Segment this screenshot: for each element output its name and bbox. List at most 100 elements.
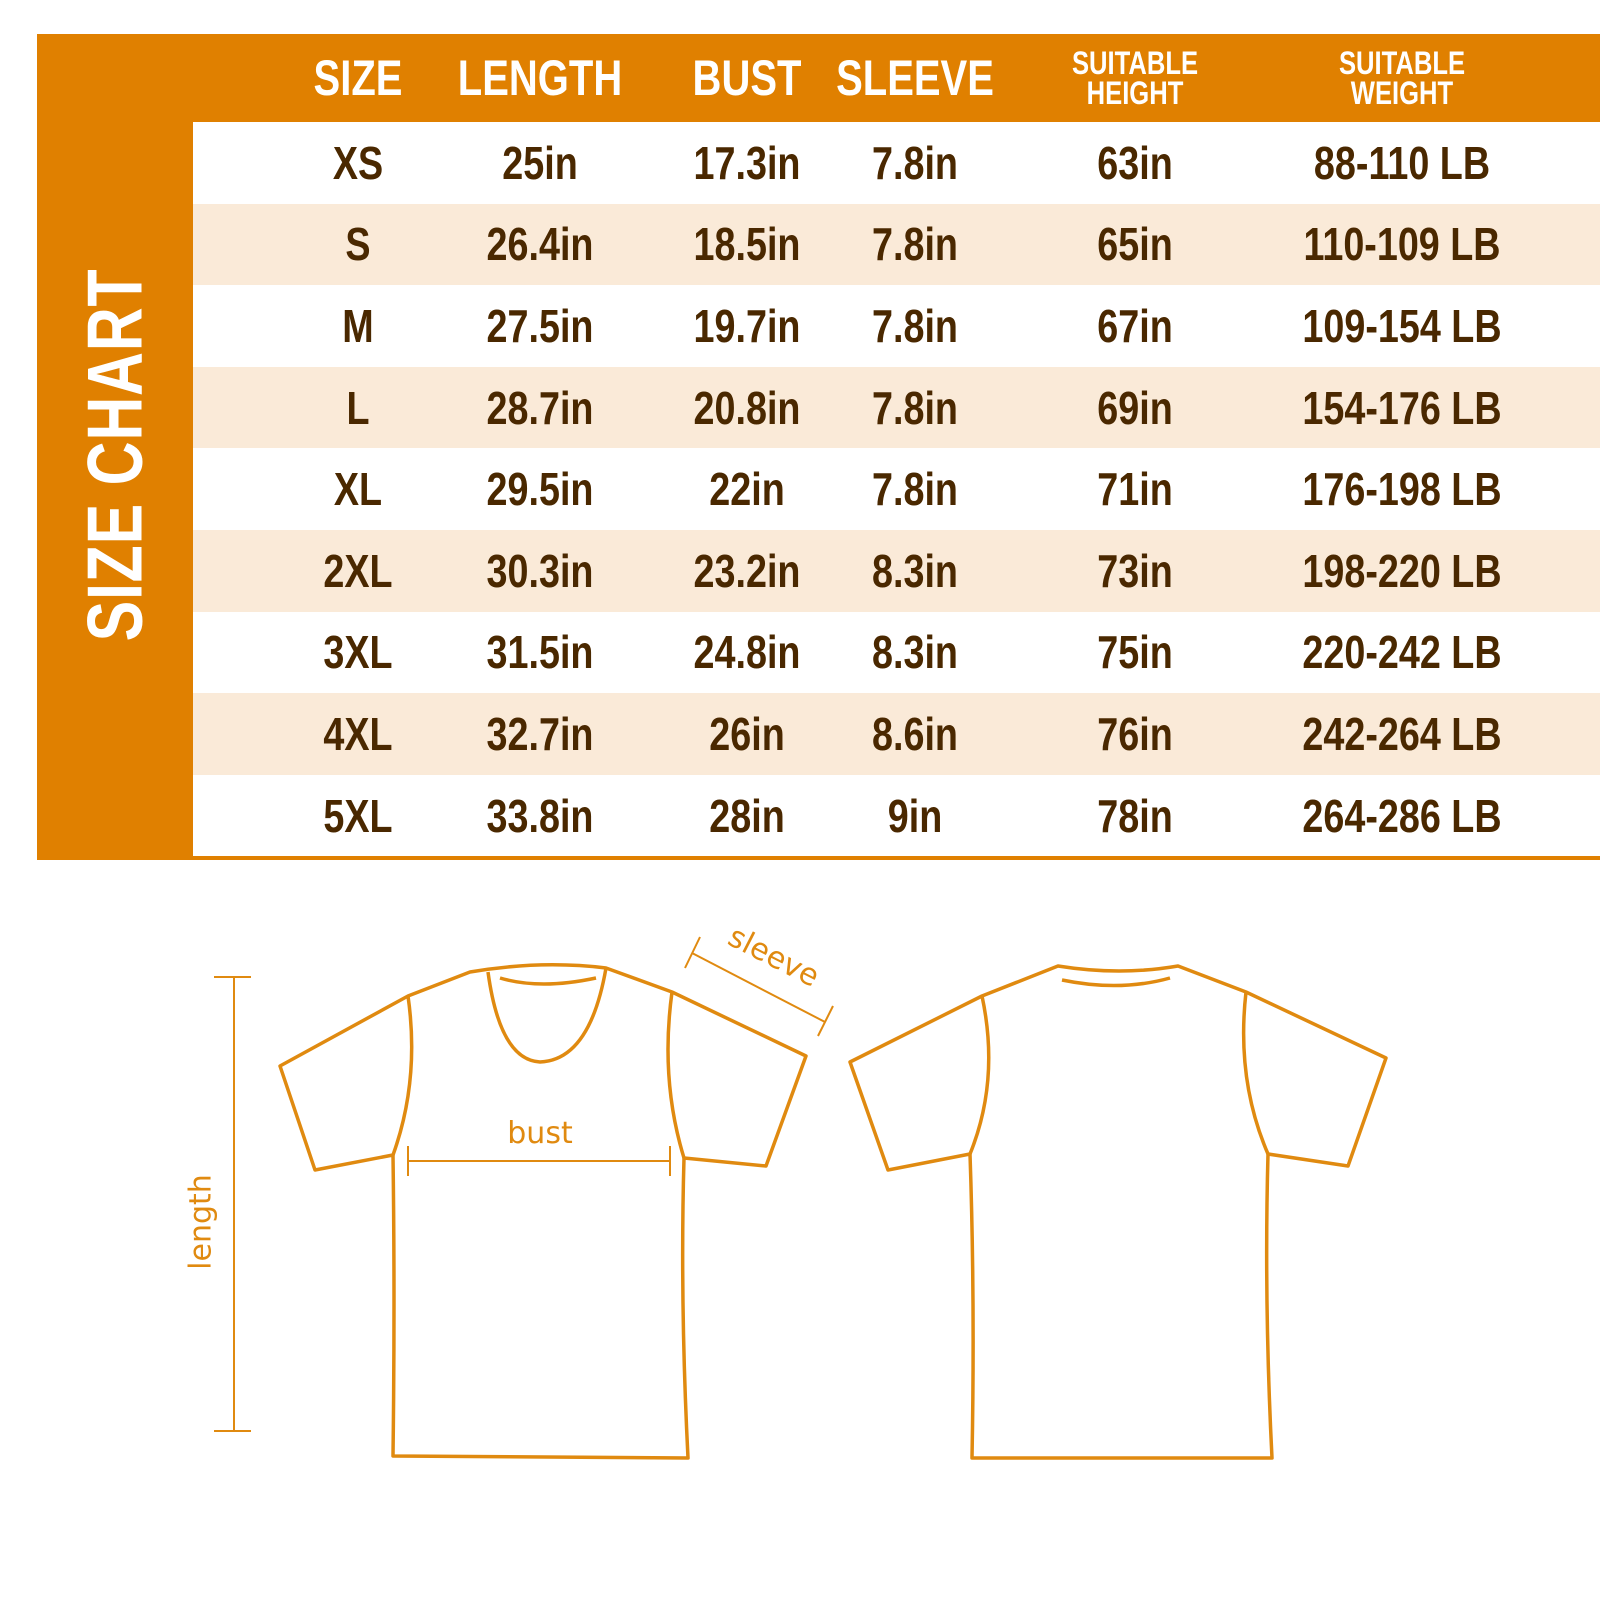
- cell-value: 154-176 LB: [1302, 381, 1502, 434]
- table-row: 4XL 32.7in 26in 8.6in 76in 242-264 LB: [193, 693, 1600, 775]
- column-header-bust: BUST: [679, 34, 815, 122]
- cell-value: 23.2in: [693, 544, 801, 597]
- header-line: SUITABLE: [1338, 45, 1466, 81]
- header-line: BUST: [692, 50, 802, 106]
- cell-value: 5XL: [323, 789, 393, 842]
- column-header-suitable-weight: SUITABLE WEIGHT: [1323, 34, 1481, 122]
- table-row: M 27.5in 19.7in 7.8in 67in 109-154 LB: [193, 285, 1600, 367]
- cell-value: M: [342, 299, 374, 352]
- side-title: SIZE CHART: [70, 268, 159, 642]
- size-table-body: XS 25in 17.3in 7.8in 63in 88-110 LB S 26.4in 18.…: [193, 122, 1600, 857]
- cell-value: 88-110 LB: [1313, 136, 1491, 189]
- table-cell: 7.8in: [863, 367, 968, 449]
- table-cell: 25in: [494, 122, 586, 204]
- front-collar: [486, 967, 608, 1064]
- cell-value: 242-264 LB: [1302, 707, 1502, 760]
- cell-value: 76in: [1097, 707, 1173, 760]
- cell-value: 17.3in: [693, 136, 801, 189]
- tshirt-diagram: bust sleeve length: [184, 919, 1388, 1460]
- cell-value: 8.6in: [872, 707, 958, 760]
- table-row: 5XL 33.8in 28in 9in 78in 264-286 LB: [193, 774, 1600, 857]
- cell-value: XS: [332, 136, 384, 189]
- cell-value: 33.8in: [486, 789, 594, 842]
- cell-value: 7.8in: [872, 463, 958, 516]
- table-cell: 32.7in: [475, 693, 605, 775]
- table-row: XL 29.5in 22in 7.8in 71in 176-198 LB: [193, 448, 1600, 530]
- sleeve-label: sleeve: [722, 919, 824, 994]
- cell-value: 26.4in: [486, 218, 594, 271]
- table-cell: 73in: [1089, 530, 1181, 612]
- cell-value: 28in: [709, 789, 785, 842]
- cell-value: 73in: [1097, 544, 1173, 597]
- table-cell: XS: [327, 122, 388, 204]
- column-header-length: LENGTH: [437, 34, 643, 122]
- back-tshirt: [848, 964, 1388, 1460]
- cell-value: 30.3in: [486, 544, 594, 597]
- cell-value: 7.8in: [872, 136, 958, 189]
- cell-value: 7.8in: [872, 299, 958, 352]
- cell-value: 109-154 LB: [1302, 299, 1502, 352]
- cell-value: 7.8in: [872, 381, 958, 434]
- table-cell: 109-154 LB: [1281, 285, 1524, 367]
- table-cell: 110-109 LB: [1282, 204, 1522, 286]
- cell-value: 78in: [1097, 789, 1173, 842]
- front-right-seam: [666, 991, 686, 1159]
- table-cell: 71in: [1089, 448, 1181, 530]
- table-cell: 78in: [1089, 775, 1181, 857]
- cell-value: 18.5in: [693, 218, 801, 271]
- bust-label: bust: [507, 1116, 573, 1151]
- column-header-size: SIZE: [302, 34, 413, 122]
- table-cell: 24.8in: [682, 612, 812, 694]
- table-cell: 4XL: [316, 693, 400, 775]
- table-cell: 31.5in: [475, 612, 605, 694]
- table-row: S 26.4in 18.5in 7.8in 65in 110-109 LB: [193, 203, 1600, 286]
- table-cell: 26.4in: [475, 204, 605, 286]
- header-line: LENGTH: [457, 50, 623, 106]
- table-cell: 67in: [1089, 285, 1181, 367]
- table-cell: 17.3in: [682, 122, 812, 204]
- cell-value: 26in: [709, 707, 785, 760]
- cell-value: 29.5in: [486, 463, 594, 516]
- cell-value: 2XL: [323, 544, 393, 597]
- table-row: L 28.7in 20.8in 7.8in 69in 154-176 LB: [193, 366, 1600, 449]
- cell-value: 110-109 LB: [1303, 218, 1501, 271]
- cell-value: 27.5in: [486, 299, 594, 352]
- table-cell: 7.8in: [863, 204, 968, 286]
- table-cell: 8.6in: [863, 693, 968, 775]
- table-header: SIZE LENGTH BUST SLEEVE SUITABLE HEIGHT SUITAB…: [193, 34, 1600, 122]
- cell-value: 31.5in: [486, 626, 594, 679]
- cell-value: 69in: [1097, 381, 1173, 434]
- table-cell: 198-220 LB: [1281, 530, 1524, 612]
- cell-value: 7.8in: [872, 218, 958, 271]
- cell-value: 71in: [1097, 463, 1173, 516]
- header-line: SIZE: [313, 50, 403, 106]
- table-cell: 27.5in: [475, 285, 605, 367]
- table-cell: 2XL: [316, 530, 400, 612]
- table-cell: 8.3in: [863, 612, 968, 694]
- table-cell: 63in: [1089, 122, 1181, 204]
- table-cell: 29.5in: [475, 448, 605, 530]
- table-cell: XL: [329, 448, 388, 530]
- sleeve-measure-line: [691, 952, 826, 1023]
- table-cell: 3XL: [316, 612, 400, 694]
- cell-value: 8.3in: [872, 626, 958, 679]
- header-line: WEIGHT: [1350, 75, 1454, 111]
- cell-value: S: [345, 218, 371, 271]
- cell-value: 20.8in: [693, 381, 801, 434]
- table-cell: 242-264 LB: [1281, 693, 1524, 775]
- table-cell: 22in: [701, 448, 793, 530]
- table-cell: 176-198 LB: [1281, 448, 1524, 530]
- table-cell: 18.5in: [682, 204, 812, 286]
- table-cell: 7.8in: [863, 448, 968, 530]
- table-cell: 19.7in: [682, 285, 812, 367]
- cell-value: 9in: [887, 789, 943, 842]
- table-cell: 9in: [882, 775, 948, 857]
- cell-value: 65in: [1097, 218, 1173, 271]
- cell-value: 32.7in: [486, 707, 594, 760]
- table-cell: 28in: [701, 775, 793, 857]
- table-cell: 264-286 LB: [1281, 775, 1524, 857]
- table-cell: 28.7in: [475, 367, 605, 449]
- header-line: HEIGHT: [1086, 75, 1184, 111]
- cell-value: L: [346, 381, 370, 434]
- table-cell: 26in: [701, 693, 793, 775]
